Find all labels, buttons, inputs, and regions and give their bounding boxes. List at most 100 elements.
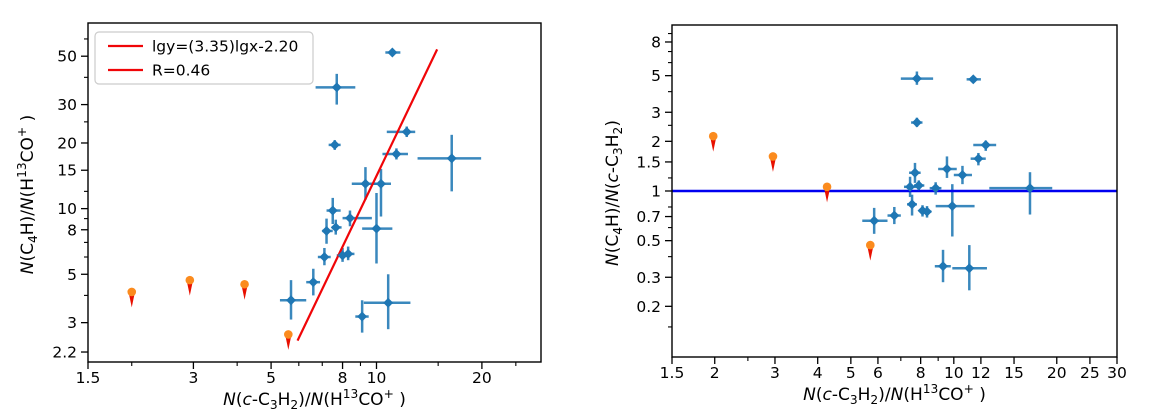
data-point-marker [930,183,941,194]
data-point-marker [329,139,340,150]
y-tick-label: 5 [651,67,661,85]
down-arrow-icon [824,189,830,203]
data-point-marker [331,82,342,93]
y-tick-label: 3 [67,314,77,332]
upper-limits [708,131,875,261]
y-tick-label: 1.5 [636,153,661,171]
x-tick-label: 30 [1107,364,1127,382]
data-point-marker [980,140,991,150]
y-tick-label: 0.2 [636,298,661,316]
data-point-marker [371,223,382,234]
y-tick-label: 1 [651,182,661,200]
data-point-marker [957,170,968,180]
upper-limit-circle [822,182,832,192]
x-tick-label: 25 [1080,364,1100,382]
plot-frame [671,24,1118,358]
y-tick-label: 50 [57,48,77,66]
down-arrow-icon [187,282,193,296]
y-axis-label: N(C4H)/N(c-C3H2) [603,120,625,266]
data-point-marker [391,149,402,159]
upper-limit-circle [284,330,293,339]
upper-limit-circle [185,275,195,285]
down-arrow-icon [867,247,874,261]
data-point-marker [327,205,338,216]
upper-limit-circle [768,152,778,161]
data-point-marker [330,222,341,233]
data-point-marker [401,126,412,137]
x-tick-label: 5 [266,369,276,387]
data-point-marker [889,210,900,221]
upper-limit-marker [240,279,249,300]
fit-line [296,48,439,342]
y-tick-label: 15 [57,162,77,180]
data-point-marker [907,199,918,210]
down-arrow-icon [285,336,292,350]
upper-limit-marker [768,152,778,172]
y-tick-label: 0.7 [636,208,661,226]
x-tick-label: 15 [1004,364,1024,382]
data-points [286,47,457,322]
data-point-marker [922,206,932,217]
legend: lgy=(3.35)lgx-2.20 R=0.46 [94,31,314,85]
data-point-marker [376,178,386,189]
y-tick-label: 0.5 [636,232,661,250]
left-plot: 1.5 3 5 8 10 20 2.2 3 5 8 10 15 20 30 50 N(c-C3H2)/N(H1… [15,22,542,411]
data-point-marker [964,263,975,274]
data-point-marker [345,213,355,224]
data-point-marker [911,73,922,84]
down-arrow-icon [770,158,776,172]
x-tick-label: 3 [770,364,780,382]
y-tick-label: 8 [67,221,77,239]
y-tick-label: 8 [651,33,661,51]
upper-limit-circle [708,131,718,141]
x-tick-label: 20 [472,369,492,387]
y-tick-label: 10 [57,200,77,218]
error-bars [279,49,482,333]
legend-box [94,31,314,85]
data-point-marker [942,163,952,174]
upper-limit-circle [127,287,137,297]
data-point-marker [869,215,880,226]
upper-limit-marker [708,131,718,152]
data-point-marker [357,311,368,322]
data-point-marker [910,167,920,178]
down-arrow-icon [129,294,135,308]
y-axis: 2.2 3 5 8 10 15 20 30 50 [52,38,88,362]
legend-entry-label: lgy=(3.35)lgx-2.20 [152,38,298,56]
data-point-marker [319,252,330,262]
data-point-marker [913,180,924,191]
data-point-marker [905,181,916,192]
x-tick-label: 8 [916,364,926,382]
upper-limit-circle [866,240,875,250]
x-tick-label: 6 [873,364,883,382]
data-point-marker [446,153,457,164]
x-axis: 1.5 3 5 8 10 20 [76,362,517,387]
data-point-marker [308,277,319,288]
down-arrow-icon [241,286,248,300]
y-tick-label: 3 [651,104,661,122]
y-tick-label: 2.2 [52,344,77,362]
x-axis-label: N(c-C3H2)/N(H13CO+ ) [803,382,986,407]
data-point-marker [938,261,948,272]
data-point-marker [343,248,354,259]
data-point-marker [973,153,984,164]
data-point-marker [1025,183,1035,194]
y-axis: 0.2 0.3 0.5 0.7 1 1.5 2 3 5 8 [636,32,672,328]
upper-limit-marker [185,275,195,296]
x-tick-label: 5 [846,364,856,382]
right-plot: 1.5 2 3 4 5 6 8 10 12 15 20 25 300.20.30.50.711.5235… [603,24,1127,407]
error-bars [862,71,1053,291]
data-point-marker [383,297,394,308]
data-points [869,73,1035,274]
x-tick-label: 1.5 [76,369,101,387]
upper-limits [127,275,293,350]
data-point-marker [286,295,296,306]
y-tick-label: 2 [651,133,661,151]
upper-limit-marker [866,240,875,261]
y-tick-label: 5 [67,266,77,284]
y-tick-label: 0.3 [636,269,661,287]
x-tick-label: 10 [367,369,387,387]
y-tick-label: 30 [57,96,77,114]
